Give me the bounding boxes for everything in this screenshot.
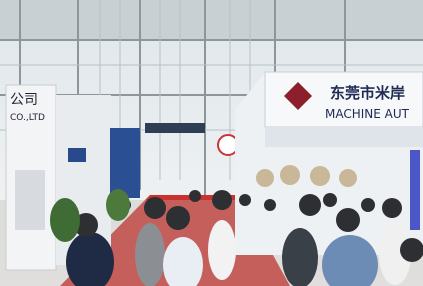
left-sign-title: 公司 [10,92,38,108]
scene: 公司 CO.,LTD 东莞市米岸 MACHINE AUT [0,0,423,286]
left-sign-subtitle: CO.,LTD [10,113,45,123]
plant [50,198,80,242]
right-sign-subtitle: MACHINE AUT [325,107,410,121]
plant [106,189,130,221]
hanging-sign [145,123,205,133]
right-sign-title: 东莞市米岸 [330,84,405,102]
